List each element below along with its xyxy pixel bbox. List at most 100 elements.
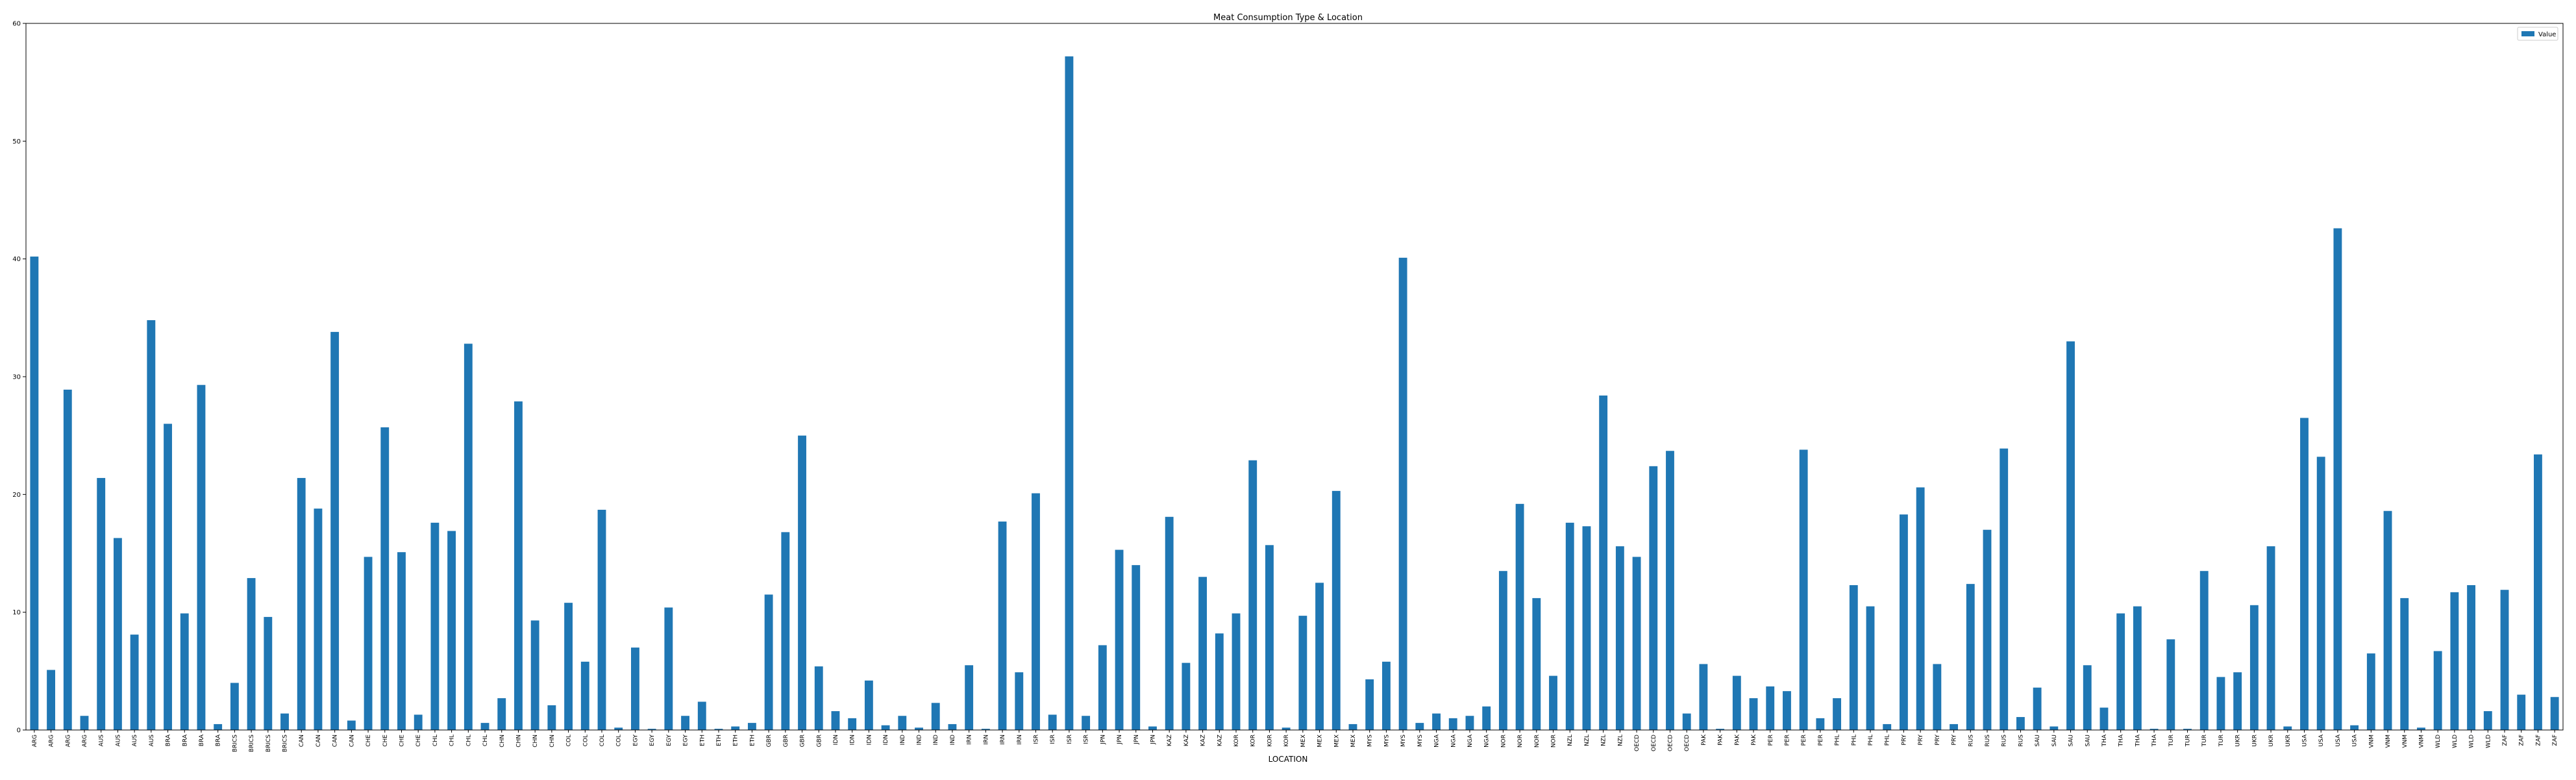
x-tick-label-100: PAK bbox=[1701, 734, 1707, 746]
bar-42 bbox=[731, 726, 740, 730]
x-tick-label-12: BRICS bbox=[232, 735, 238, 752]
x-tick-label-101: PAK bbox=[1718, 734, 1724, 746]
bar-71 bbox=[1215, 633, 1224, 730]
x-tick-label-143: VNM bbox=[2418, 735, 2425, 748]
bar-56 bbox=[965, 665, 974, 730]
x-tick-label-5: AUS bbox=[115, 735, 121, 747]
x-tick-label-114: PRY bbox=[1935, 735, 1941, 746]
x-tick-label-98: OECD bbox=[1667, 735, 1674, 751]
x-tick-label-90: NOR bbox=[1534, 735, 1541, 748]
x-tick-label-48: IDN bbox=[833, 735, 839, 745]
bar-92 bbox=[1565, 522, 1574, 730]
bar-76 bbox=[1298, 616, 1307, 730]
bar-8 bbox=[164, 423, 172, 730]
x-tick-label-25: CHL bbox=[449, 735, 456, 746]
x-tick-label-26: CHL bbox=[465, 735, 472, 746]
x-tick-label-95: NZL bbox=[1617, 735, 1624, 746]
bar-11 bbox=[214, 723, 223, 730]
x-tick-label-53: IND bbox=[917, 735, 923, 745]
bar-54 bbox=[931, 703, 940, 730]
y-tick-label-60: 60 bbox=[12, 21, 21, 28]
bar-143 bbox=[2417, 727, 2425, 730]
x-tick-label-145: WLD bbox=[2452, 735, 2458, 748]
bar-40 bbox=[697, 701, 706, 730]
x-tick-label-20: CHE bbox=[365, 735, 372, 747]
bar-148 bbox=[2500, 590, 2509, 730]
bar-20 bbox=[364, 557, 373, 730]
bar-117 bbox=[1983, 529, 1992, 730]
x-tick-label-68: KAZ bbox=[1167, 735, 1173, 746]
x-tick-label-61: ISR bbox=[1050, 735, 1056, 744]
x-tick-label-1: ARG bbox=[49, 735, 55, 747]
bar-68 bbox=[1165, 516, 1174, 730]
x-tick-label-52: IND bbox=[900, 735, 906, 745]
bar-18 bbox=[330, 332, 340, 731]
x-tick-label-31: CHN bbox=[549, 735, 556, 748]
x-tick-label-6: AUS bbox=[132, 735, 138, 747]
bar-149 bbox=[2517, 694, 2526, 730]
x-tick-label-51: IDN bbox=[883, 735, 889, 745]
y-tick-label-50: 50 bbox=[12, 138, 21, 145]
bar-52 bbox=[898, 716, 907, 730]
y-tick-label-0: 0 bbox=[17, 727, 21, 735]
x-tick-label-111: PHL bbox=[1885, 735, 1891, 746]
x-tick-label-125: THA bbox=[2118, 734, 2125, 747]
x-tick-label-149: ZAF bbox=[2519, 735, 2525, 746]
bar-27 bbox=[480, 723, 489, 730]
bar-26 bbox=[464, 344, 473, 730]
x-tick-label-37: EGY bbox=[649, 735, 656, 746]
x-tick-label-146: WLD bbox=[2469, 735, 2475, 748]
bar-23 bbox=[414, 714, 423, 730]
x-tick-label-40: ETH bbox=[699, 735, 706, 746]
bar-147 bbox=[2483, 711, 2492, 730]
bar-89 bbox=[1515, 503, 1524, 730]
x-tick-label-136: USA bbox=[2301, 734, 2308, 746]
bar-111 bbox=[1883, 723, 1892, 730]
bar-4 bbox=[97, 477, 106, 730]
bar-145 bbox=[2450, 592, 2459, 730]
x-tick-label-30: CHN bbox=[532, 735, 539, 748]
bar-87 bbox=[1482, 706, 1491, 730]
bar-107 bbox=[1816, 718, 1825, 730]
bar-77 bbox=[1315, 583, 1324, 730]
bar-110 bbox=[1866, 606, 1875, 730]
x-tick-label-24: CHL bbox=[432, 735, 439, 746]
bar-22 bbox=[397, 552, 406, 730]
x-tick-label-127: THA bbox=[2151, 734, 2158, 747]
x-tick-label-67: JPN bbox=[1150, 735, 1156, 745]
bar-10 bbox=[197, 384, 206, 730]
x-tick-label-23: CHE bbox=[415, 735, 422, 747]
x-tick-label-150: ZAF bbox=[2535, 735, 2542, 746]
x-tick-label-7: AUS bbox=[149, 735, 155, 747]
x-tick-label-19: CAN bbox=[349, 735, 355, 747]
x-tick-label-56: IRN bbox=[967, 735, 973, 745]
x-tick-label-3: ARG bbox=[82, 735, 88, 747]
x-tick-label-121: SAU bbox=[2051, 735, 2058, 747]
bar-80 bbox=[1365, 679, 1374, 730]
x-tick-label-147: WLD bbox=[2485, 735, 2492, 748]
bar-115 bbox=[1950, 723, 1958, 730]
x-tick-label-84: NGA bbox=[1434, 734, 1441, 748]
x-tick-label-89: NOR bbox=[1517, 735, 1524, 748]
x-tick-label-65: JPN bbox=[1117, 735, 1123, 745]
bar-51 bbox=[881, 725, 890, 730]
bar-140 bbox=[2366, 653, 2375, 730]
bar-125 bbox=[2116, 613, 2125, 730]
bar-123 bbox=[2083, 665, 2092, 730]
bar-105 bbox=[1783, 691, 1791, 730]
x-tick-label-91: NOR bbox=[1551, 735, 1557, 748]
x-tick-label-118: RUS bbox=[2001, 735, 2008, 747]
bar-45 bbox=[781, 532, 790, 730]
x-tick-label-32: COL bbox=[566, 735, 573, 746]
x-tick-label-62: ISR bbox=[1067, 735, 1073, 744]
bar-134 bbox=[2266, 546, 2275, 730]
bar-137 bbox=[2316, 457, 2325, 730]
bar-118 bbox=[2000, 448, 2009, 730]
bar-38 bbox=[664, 607, 673, 730]
bar-128 bbox=[2166, 639, 2175, 730]
x-tick-label-82: MYS bbox=[1400, 735, 1407, 747]
bar-124 bbox=[2099, 707, 2109, 730]
x-tick-label-41: ETH bbox=[716, 735, 723, 746]
x-tick-label-44: GBR bbox=[766, 735, 773, 747]
bar-61 bbox=[1048, 714, 1057, 730]
